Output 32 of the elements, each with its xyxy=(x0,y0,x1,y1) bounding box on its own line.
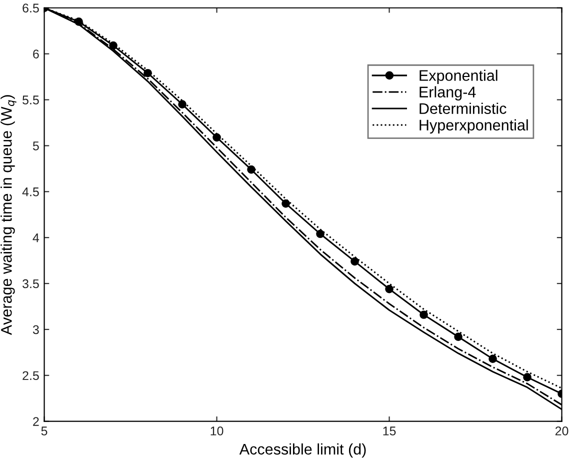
y-tick-label: 4.5 xyxy=(22,188,39,196)
point xyxy=(282,199,290,208)
point xyxy=(488,354,497,364)
point xyxy=(523,373,532,382)
point xyxy=(350,257,359,266)
y-tick-label: 6 xyxy=(33,50,39,58)
y-tick-label: 3.5 xyxy=(22,279,39,288)
y-tick-label: 3 xyxy=(32,325,39,334)
y-tick-label: 4 xyxy=(32,234,40,242)
point xyxy=(247,165,256,174)
y-tick-label: 2.5 xyxy=(22,371,39,380)
x-tick-label: 10 xyxy=(210,426,224,436)
x-axis-title: Accessible limit (d) xyxy=(239,443,366,458)
y-tick-label: 2 xyxy=(33,417,39,426)
x-tick-label: 15 xyxy=(383,426,396,436)
point xyxy=(316,230,324,238)
y-axis-title: Average waiting time in queue (W$_{q}$) xyxy=(0,95,16,336)
y-tick-label: 5 xyxy=(32,142,39,150)
y-tick-label: 5.5 xyxy=(22,96,39,104)
point xyxy=(212,133,221,142)
x-tick-label: 5 xyxy=(41,426,48,436)
y-tick-label: 6.5 xyxy=(22,4,39,13)
point xyxy=(385,284,394,294)
point xyxy=(178,100,186,109)
legend-label: Deterministic xyxy=(420,102,506,114)
legend-label: Hyperxponential xyxy=(420,119,528,134)
point xyxy=(420,310,428,319)
point xyxy=(454,332,462,341)
point xyxy=(144,68,152,78)
x-tick-label: 20 xyxy=(555,426,568,436)
legend-label: Erlang-4 xyxy=(420,86,476,100)
legend-label: Exponential xyxy=(420,70,498,84)
